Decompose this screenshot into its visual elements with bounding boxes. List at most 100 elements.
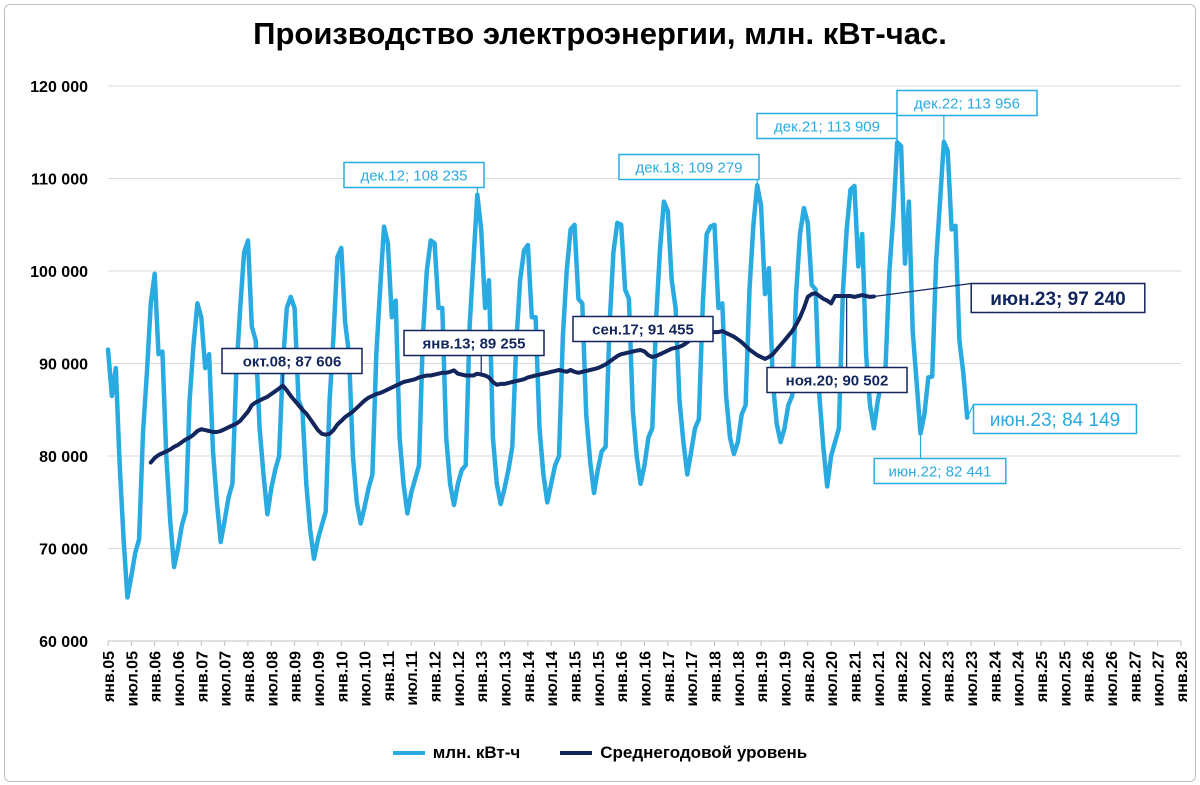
data-label-box	[618, 153, 760, 181]
x-tick-label: июл.16	[638, 651, 655, 707]
data-label: дек.12; 108 235	[343, 161, 485, 195]
y-tick-label: 60 000	[39, 634, 88, 651]
leader-line	[873, 282, 972, 298]
x-tick-label: июл.27	[1151, 651, 1168, 707]
chart-frame	[4, 4, 1196, 782]
data-label: сен.17; 91 455	[572, 315, 714, 343]
x-tick-label: янв.12	[428, 651, 445, 703]
data-label-text: дек.18; 109 279	[635, 159, 742, 176]
x-tick-label: июл.12	[451, 651, 468, 707]
x-tick-label: янв.05	[101, 651, 118, 703]
data-label-text: июн.23; 97 240	[990, 289, 1126, 310]
data-label-box	[896, 89, 1038, 117]
data-label-box	[970, 282, 1146, 314]
x-tick-label: янв.17	[661, 651, 678, 703]
x-axis-ticks: янв.05 июл.05 янв.06 июл.06 янв.07 июл.07 янв.…	[101, 641, 1191, 707]
x-tick-label: янв.11	[381, 651, 398, 702]
x-tick-label: июл.24	[1011, 651, 1028, 707]
x-tick-label: июл.26	[1104, 651, 1121, 707]
data-label: окт.08; 87 606	[221, 347, 363, 386]
y-axis-ticks: 60 000 70 000 80 000 90 000 100 000 110 000 12…	[30, 79, 88, 651]
data-label-box	[756, 112, 898, 140]
legend-swatch-average	[560, 751, 593, 755]
y-tick-label: 70 000	[39, 542, 88, 559]
x-tick-label: янв.06	[148, 651, 165, 703]
x-tick-label: янв.15	[568, 651, 585, 703]
x-tick-label: янв.20	[801, 651, 818, 703]
data-label-text: дек.12; 108 235	[360, 167, 467, 184]
x-tick-label: янв.24	[987, 651, 1004, 703]
series-line-average	[148, 291, 876, 465]
x-tick-label: июл.06	[171, 651, 188, 707]
data-label: дек.21; 113 909	[756, 112, 898, 143]
x-tick-label: янв.13	[474, 651, 491, 703]
data-label-text: янв.13; 89 255	[423, 335, 526, 352]
data-label-text: сен.17; 91 455	[592, 321, 694, 338]
data-label: ноя.20; 90 502	[766, 295, 908, 394]
x-tick-label: янв.21	[847, 651, 864, 703]
y-tick-label: 100 000	[30, 264, 88, 281]
x-tick-label: июл.05	[124, 651, 141, 707]
data-label-box	[972, 403, 1138, 435]
legend-label-average: Среднегодовой уровень	[600, 743, 808, 762]
x-tick-label: июл.22	[917, 651, 934, 707]
x-tick-label: июл.10	[358, 651, 375, 707]
x-tick-label: янв.07	[194, 651, 211, 703]
y-tick-label: 80 000	[39, 449, 88, 466]
x-tick-label: июл.11	[404, 651, 421, 706]
x-tick-label: янв.10	[334, 651, 351, 703]
x-tick-label: июл.13	[498, 651, 515, 707]
data-label: июн.23; 97 240	[873, 282, 1146, 314]
x-tick-label: июл.08	[264, 651, 281, 707]
x-tick-label: янв.22	[894, 651, 911, 703]
legend-item-monthly: млн. кВт-ч	[392, 743, 521, 763]
data-label-text: ноя.20; 90 502	[786, 372, 889, 389]
x-tick-label: июл.20	[824, 651, 841, 707]
x-tick-label: янв.19	[754, 651, 771, 703]
x-tick-label: июл.09	[311, 651, 328, 707]
x-tick-label: янв.23	[941, 651, 958, 703]
x-tick-label: янв.16	[614, 651, 631, 703]
x-tick-label: янв.09	[288, 651, 305, 703]
legend-label-monthly: млн. кВт-ч	[432, 743, 521, 762]
x-tick-label: июл.18	[731, 651, 748, 707]
x-tick-label: янв.08	[241, 651, 258, 703]
data-annotations: дек.12; 108 235 дек.18; 109 279 дек.21; 11…	[221, 89, 1146, 485]
series-line-monthly	[105, 139, 970, 600]
data-label: янв.13; 89 255	[403, 329, 545, 375]
leader-line	[966, 404, 975, 418]
data-label-text: июн.23; 84 149	[990, 410, 1120, 431]
x-tick-label: июл.07	[218, 651, 235, 707]
data-label-box	[766, 366, 908, 394]
x-tick-label: янв.14	[521, 651, 538, 703]
data-label-text: дек.22; 113 956	[914, 95, 1020, 112]
x-tick-label: янв.25	[1034, 651, 1051, 703]
x-tick-label: июл.25	[1057, 651, 1074, 707]
x-tick-label: янв.28	[1174, 651, 1191, 703]
x-tick-label: июл.19	[777, 651, 794, 707]
x-tick-label: янв.27	[1127, 651, 1144, 703]
chart-title: Производство электроэнергии, млн. кВт-ча…	[253, 16, 947, 51]
data-label-text: окт.08; 87 606	[243, 353, 342, 370]
x-tick-label: июл.17	[684, 651, 701, 707]
data-label-box	[873, 457, 1007, 485]
data-label: июн.23; 84 149	[966, 403, 1138, 435]
data-label-text: дек.21; 113 909	[774, 118, 880, 135]
x-tick-label: июл.15	[591, 651, 608, 707]
data-label-text: июн.22; 82 441	[889, 463, 992, 480]
x-tick-label: июл.21	[871, 651, 888, 707]
data-label-box	[221, 347, 363, 375]
series-lines	[105, 139, 970, 600]
data-label: дек.22; 113 956	[896, 89, 1038, 142]
data-label-box	[572, 315, 714, 343]
data-label: июн.22; 82 441	[873, 433, 1007, 485]
x-tick-label: янв.26	[1081, 651, 1098, 703]
y-tick-label: 110 000	[31, 172, 88, 189]
x-tick-label: янв.18	[707, 651, 724, 703]
data-label-box	[343, 161, 485, 189]
legend-swatch-monthly	[392, 751, 425, 755]
legend-item-average: Среднегодовой уровень	[560, 743, 807, 763]
data-label-box	[403, 329, 545, 357]
legend: млн. кВт-ч Среднегодовой уровень	[0, 743, 1200, 763]
